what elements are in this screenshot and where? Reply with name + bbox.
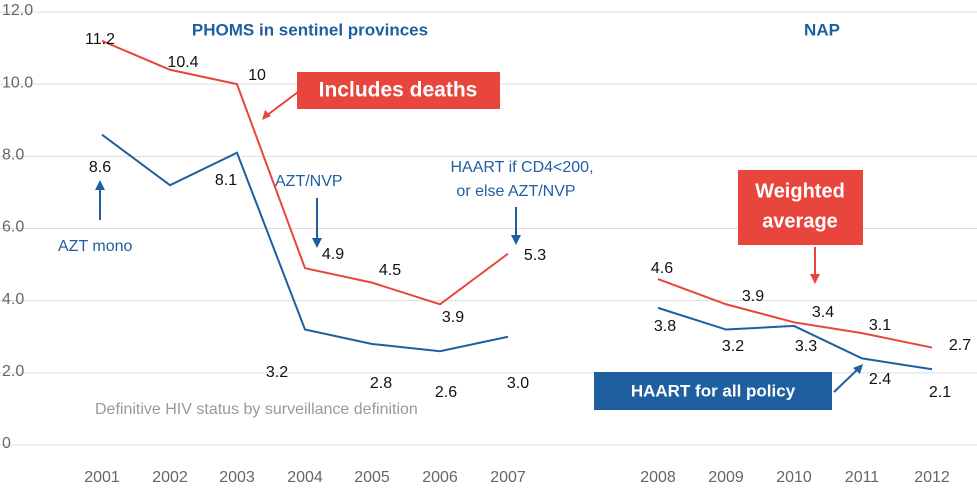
data-label: 2.7	[949, 337, 971, 354]
y-tick-label: 2.0	[2, 363, 24, 380]
x-tick-label: 2003	[219, 469, 255, 486]
data-label: 2.8	[370, 375, 392, 392]
data-label: 3.0	[507, 375, 529, 392]
data-label: 2.4	[869, 371, 891, 388]
arrowhead	[95, 180, 105, 190]
data-label: 4.9	[322, 246, 344, 263]
x-tick-label: 2006	[422, 469, 458, 486]
weighted-label: average	[762, 210, 838, 232]
arrowhead	[853, 364, 863, 374]
data-label: 11.2	[85, 31, 115, 48]
deaths-box	[297, 72, 500, 109]
data-label: 4.5	[379, 262, 401, 279]
data-label: 2.6	[435, 384, 457, 401]
y-tick-label: 4.0	[2, 291, 24, 308]
y-tick-label: 6.0	[2, 219, 24, 236]
data-label: 10	[248, 67, 266, 84]
haart-box	[594, 372, 832, 410]
weighted-label: Weighted	[755, 180, 845, 202]
y-tick-label: 10.0	[2, 74, 33, 91]
data-label: 3.3	[795, 338, 817, 355]
annotation: or else AZT/NVP	[456, 183, 575, 200]
annotation: HAART if CD4<200,	[450, 159, 593, 176]
x-tick-label: 2001	[84, 469, 120, 486]
data-label: 2.1	[929, 384, 951, 401]
chart-title: PHOMS in sentinel provinces	[192, 20, 428, 39]
haart-label: HAART for all policy	[631, 381, 796, 400]
x-tick-label: 2009	[708, 469, 744, 486]
arrowhead	[262, 110, 271, 120]
x-tick-label: 2012	[914, 469, 950, 486]
x-tick-label: 2011	[845, 469, 880, 486]
data-label: 8.1	[215, 172, 237, 189]
weighted-box	[738, 170, 863, 245]
deaths-label: Includes deaths	[319, 79, 478, 102]
data-label: 3.2	[722, 338, 744, 355]
x-tick-label: 2008	[640, 469, 676, 486]
data-label: 5.3	[524, 247, 546, 264]
x-tick-label: 2005	[354, 469, 390, 486]
data-label: 3.8	[654, 318, 676, 335]
note: Definitive HIV status by surveillance de…	[95, 401, 418, 418]
data-label: 8.6	[89, 159, 111, 176]
annotation: AZT mono	[58, 238, 133, 255]
y-tick-label: 8.0	[2, 147, 24, 164]
arrowhead	[312, 238, 322, 248]
data-label: 3.9	[742, 288, 764, 305]
y-tick-label: 12.0	[2, 2, 33, 19]
data-label: 3.4	[812, 304, 834, 321]
panel-title: NAP	[804, 20, 840, 39]
data-label: 3.9	[442, 309, 464, 326]
data-label: 10.4	[167, 54, 198, 71]
y-tick-label: 0	[2, 435, 11, 452]
arrowhead	[810, 274, 820, 284]
arrow	[833, 368, 859, 393]
arrowhead	[511, 235, 521, 245]
data-label: 4.6	[651, 260, 673, 277]
data-label: 3.1	[869, 317, 891, 334]
x-tick-label: 2004	[287, 469, 323, 486]
x-tick-label: 2010	[776, 469, 812, 486]
series-line	[101, 39, 933, 349]
data-label: 3.2	[266, 364, 288, 381]
series-line	[101, 133, 933, 371]
plot: 2001 2002 2003 2004 2005 2006 2007 2008 2009 2010…	[84, 31, 971, 486]
arrow	[265, 91, 299, 117]
x-tick-label: 2002	[152, 469, 188, 486]
x-tick-label: 2007	[490, 469, 526, 486]
annotations	[95, 72, 863, 410]
annotation: AZT/NVP	[275, 173, 343, 190]
